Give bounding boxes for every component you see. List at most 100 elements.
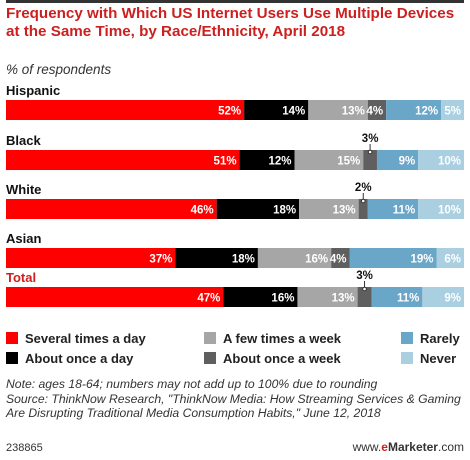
bar-segment (357, 287, 372, 307)
category-label: Total (6, 270, 36, 285)
legend-label: About once a day (25, 351, 134, 366)
data-label: 5% (444, 106, 461, 118)
category-label: White (6, 182, 41, 197)
data-label: 16% (271, 293, 294, 305)
brand-logo: www.eMarketer.com (353, 440, 464, 454)
bar-segment (6, 100, 245, 120)
legend-item-about-once-a-week: About once a week (204, 351, 341, 366)
legend-item-never: Never (401, 351, 456, 366)
legend-swatch (204, 352, 216, 364)
bar-segment (436, 248, 464, 268)
bar-segment (216, 199, 300, 219)
callout-dot (360, 198, 366, 204)
data-label: 10% (438, 205, 461, 217)
data-label: 9% (444, 293, 461, 305)
bar-segment (257, 248, 332, 268)
chart-id: 238865 (6, 442, 43, 454)
source-text: Source: ThinkNow Research, "ThinkNow Med… (6, 391, 461, 421)
callout-dot (367, 149, 373, 155)
data-label: 19% (410, 254, 433, 266)
legend-swatch (6, 332, 18, 344)
data-label: 2% (355, 182, 372, 194)
bar-segment (367, 199, 419, 219)
data-label: 13% (332, 293, 355, 305)
data-label: 47% (197, 293, 220, 305)
top-rule (6, 0, 464, 3)
data-label: 46% (191, 205, 214, 217)
data-label: 6% (444, 254, 461, 266)
data-label: 18% (232, 254, 255, 266)
data-label: 11% (397, 293, 419, 305)
brand-main: Marketer (387, 440, 438, 454)
data-label: 12% (415, 106, 438, 118)
bar-segment (308, 100, 368, 120)
bar-segment (299, 199, 359, 219)
data-label: 16% (305, 254, 328, 266)
data-label: 3% (362, 133, 379, 145)
legend-item-a-few-times-a-week: A few times a week (204, 331, 341, 346)
bar-segment (349, 248, 437, 268)
brand-e: e (381, 440, 388, 454)
bar-segment (6, 199, 217, 219)
bar-segment (223, 287, 298, 307)
bar-segment (6, 150, 240, 170)
bar-segment (6, 287, 224, 307)
chart-subtitle: % of respondents (6, 62, 112, 77)
bar-segment (386, 100, 442, 120)
chart-legend: Several times a day About once a day A f… (6, 331, 464, 371)
category-label: Hispanic (6, 83, 60, 98)
legend-item-rarely: Rarely (401, 331, 460, 346)
callout-dot (362, 286, 367, 292)
brand-prefix: www. (352, 440, 382, 454)
bar-segment (331, 248, 350, 268)
legend-item-about-once-a-day: About once a day (6, 351, 133, 366)
bar-segment (175, 248, 258, 268)
brand-suffix: .com (437, 440, 464, 454)
legend-label: Several times a day (25, 331, 146, 346)
legend-swatch (6, 352, 18, 364)
data-label: 15% (337, 156, 360, 168)
bar-segment (297, 287, 358, 307)
category-label: Asian (6, 231, 41, 246)
data-label: 4% (330, 254, 347, 266)
data-label: 3% (356, 270, 373, 282)
data-label: 37% (149, 254, 172, 266)
legend-label: Never (420, 351, 457, 366)
legend-label: About once a week (223, 351, 341, 366)
bar-segment (418, 150, 464, 170)
bar-segment (239, 150, 295, 170)
data-label: 52% (218, 106, 241, 118)
bar-segment (376, 150, 419, 170)
data-label: 10% (438, 156, 461, 168)
bar-segment (294, 150, 364, 170)
bar-segment (441, 100, 464, 120)
data-label: 13% (333, 205, 356, 217)
legend-label: A few times a week (223, 331, 342, 346)
category-label: Black (6, 133, 41, 148)
legend-item-several-times-a-day: Several times a day (6, 331, 146, 346)
chart-title: Frequency with Which US Internet Users U… (6, 5, 455, 40)
bar-segment (358, 199, 368, 219)
data-label: 18% (273, 205, 296, 217)
data-label: 51% (214, 156, 237, 168)
data-label: 13% (342, 106, 365, 118)
data-label: 12% (269, 156, 292, 168)
data-label: 11% (393, 205, 415, 217)
data-label: 9% (399, 156, 416, 168)
legend-label: Rarely (420, 331, 460, 346)
bar-segment (371, 287, 423, 307)
bar-segment (367, 100, 387, 120)
bar-segment (418, 199, 464, 219)
bar-segment (244, 100, 309, 120)
data-label: 4% (367, 106, 384, 118)
data-label: 14% (282, 106, 305, 118)
chart-notes: Note: ages 18-64; numbers may not add up… (6, 377, 464, 421)
bar-segment (363, 150, 377, 170)
bar-segment (422, 287, 464, 307)
legend-swatch (401, 332, 413, 344)
note-text: Note: ages 18-64; numbers may not add up… (6, 377, 378, 391)
legend-swatch (204, 332, 216, 344)
legend-swatch (401, 352, 413, 364)
bar-segment (6, 248, 176, 268)
